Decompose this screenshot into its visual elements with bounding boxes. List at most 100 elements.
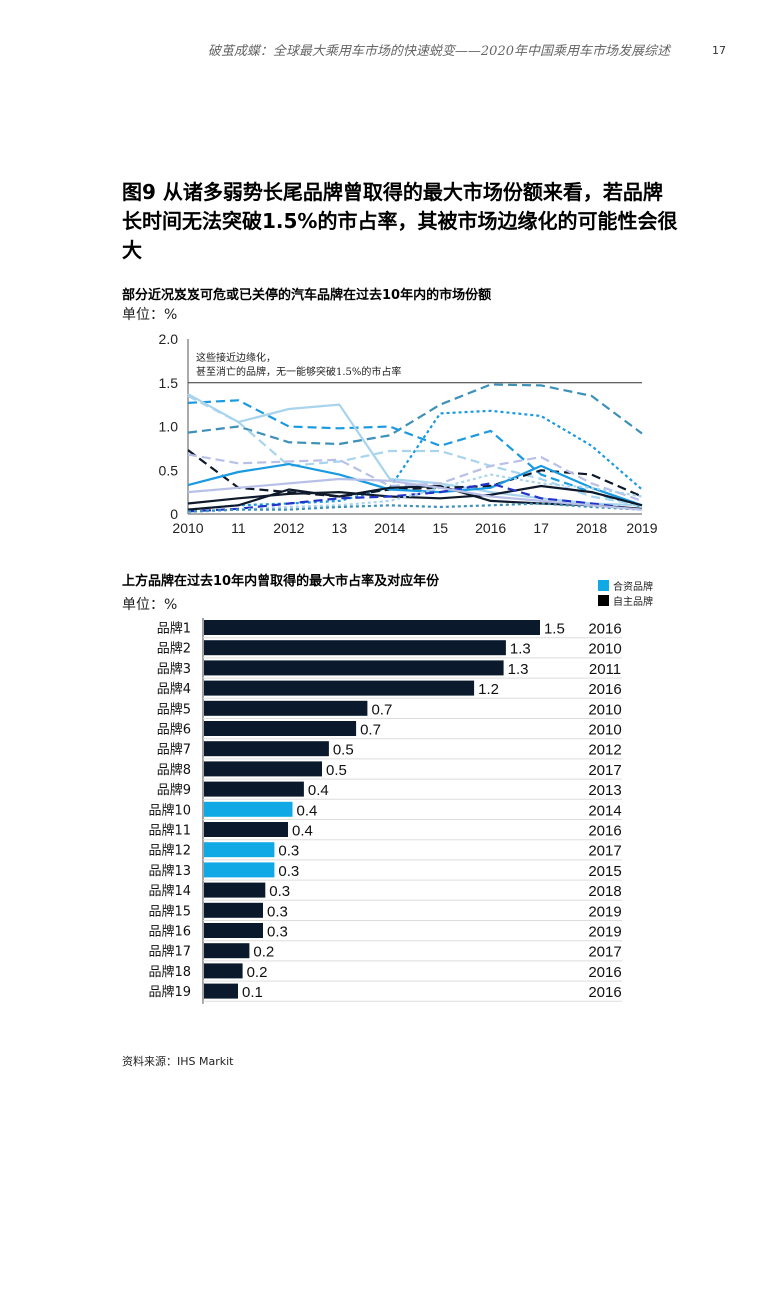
data-label: 0.5: [326, 762, 347, 779]
x-tick-label: 2014: [374, 520, 405, 536]
x-tick-label: 17: [533, 520, 549, 536]
category-label: 品牌7: [157, 742, 191, 758]
category-label: 品牌19: [148, 984, 191, 1000]
category-label: 品牌5: [157, 701, 191, 717]
year-label: 2013: [588, 782, 621, 799]
category-label: 品牌13: [148, 863, 191, 879]
source-note: 资料来源：IHS Markit: [122, 1055, 234, 1068]
year-label: 2017: [588, 843, 621, 860]
legend-label-domestic: 自主品牌: [613, 597, 653, 608]
year-label: 2012: [588, 742, 621, 759]
legend-label-jv: 合资品牌: [613, 582, 653, 593]
x-tick-label: 2012: [273, 520, 304, 536]
category-label: 品牌12: [148, 843, 191, 859]
category-label: 品牌17: [148, 944, 191, 960]
x-tick-label: 2018: [576, 520, 607, 536]
series-line: [187, 399, 643, 509]
annotation-line: 甚至消亡的品牌，无一能够突破1.5%的市占率: [196, 365, 401, 378]
x-tick-label: 15: [432, 520, 448, 536]
year-label: 2016: [588, 621, 621, 638]
category-label: 品牌6: [157, 722, 191, 738]
legend-swatch-jv: [598, 580, 609, 591]
data-label: 0.3: [278, 863, 299, 880]
y-tick-label: 2.0: [159, 331, 179, 347]
x-tick-label: 2016: [475, 520, 506, 536]
category-label: 品牌9: [157, 782, 191, 798]
x-tick-label: 2010: [172, 520, 203, 536]
line-chart-unit: 单位：%: [122, 307, 178, 323]
bar: [204, 620, 540, 635]
data-label: 0.4: [292, 823, 313, 840]
data-label: 0.3: [267, 903, 288, 920]
data-label: 1.2: [478, 681, 499, 698]
category-label: 品牌3: [157, 661, 191, 677]
category-label: 品牌16: [148, 924, 191, 940]
bar: [204, 963, 243, 979]
category-label: 品牌11: [148, 823, 191, 839]
year-label: 2017: [588, 944, 621, 961]
bar: [204, 680, 475, 696]
x-tick-label: 2019: [626, 520, 657, 536]
legend-swatch-domestic: [598, 595, 609, 606]
line-chart-title: 部分近况岌岌可危或已关停的汽车品牌在过去10年内的市场份额: [122, 288, 492, 303]
bar: [204, 721, 357, 736]
bar: [204, 822, 288, 837]
series-line: [187, 453, 643, 502]
category-label: 品牌18: [148, 964, 191, 980]
y-tick-label: 0: [170, 506, 178, 522]
legend-item-domestic: 自主品牌: [598, 593, 653, 608]
data-label: 1.3: [508, 661, 529, 678]
series-line: [187, 463, 643, 507]
bar: [204, 640, 506, 656]
category-label: 品牌15: [148, 903, 191, 919]
data-label: 0.4: [308, 782, 329, 799]
series-line: [187, 477, 643, 511]
data-label: 0.3: [269, 883, 290, 900]
year-label: 2016: [588, 964, 621, 981]
year-label: 2016: [588, 823, 621, 840]
category-label: 品牌14: [148, 883, 191, 899]
data-label: 0.2: [247, 964, 268, 981]
bar-chart: 品牌1 1.5 2016 品牌2 1.3 2010 品牌3 1.3 2011 品牌4 1.2 2016…: [148, 618, 622, 1004]
series-line: [187, 449, 643, 498]
data-label: 0.2: [253, 944, 274, 961]
bar: [204, 741, 329, 757]
bar: [204, 882, 266, 898]
y-tick-label: 1.5: [159, 375, 179, 391]
year-label: 2015: [588, 863, 621, 880]
data-label: 0.7: [360, 722, 381, 739]
data-label: 0.5: [333, 742, 354, 759]
year-label: 2010: [588, 701, 621, 718]
category-label: 品牌8: [157, 762, 191, 778]
category-label: 品牌1: [157, 621, 191, 637]
year-label: 2016: [588, 681, 621, 698]
year-label: 2016: [588, 984, 621, 1001]
bar: [204, 943, 250, 959]
legend-item-jv: 合资品牌: [598, 578, 653, 593]
bar-chart-unit: 单位：%: [122, 597, 178, 613]
year-label: 2014: [588, 802, 621, 819]
bar-legend: 合资品牌 自主品牌: [598, 578, 653, 608]
year-label: 2019: [588, 924, 621, 941]
series-line: [187, 409, 643, 511]
x-tick-label: 13: [332, 520, 348, 536]
annotation: 这些接近边缘化，甚至消亡的品牌，无一能够突破1.5%的市占率: [196, 351, 401, 378]
annotation-line: 这些接近边缘化，: [196, 351, 276, 364]
category-label: 品牌4: [157, 681, 191, 697]
category-label: 品牌2: [157, 641, 191, 657]
year-label: 2011: [589, 661, 621, 678]
bar: [204, 902, 263, 918]
bar: [204, 923, 263, 938]
series-line: [187, 484, 643, 507]
year-label: 2010: [588, 641, 621, 658]
bar-chart-title: 上方品牌在过去10年内曾取得的最大市占率及对应年份: [122, 574, 440, 589]
data-label: 1.3: [510, 641, 531, 658]
x-tick-label: 11: [231, 520, 246, 536]
bar: [204, 801, 293, 817]
bar: [204, 983, 238, 999]
year-label: 2017: [588, 762, 621, 779]
running-header: 破茧成蝶：全球最大乘用车市场的快速蜕变——2020年中国乘用车市场发展综述: [207, 44, 670, 59]
bar: [204, 761, 322, 777]
figure-title: 图9 从诸多弱势长尾品牌曾取得的最大市场份额来看，若品牌长时间无法突破1.5%的…: [122, 180, 678, 262]
bar: [204, 862, 275, 878]
